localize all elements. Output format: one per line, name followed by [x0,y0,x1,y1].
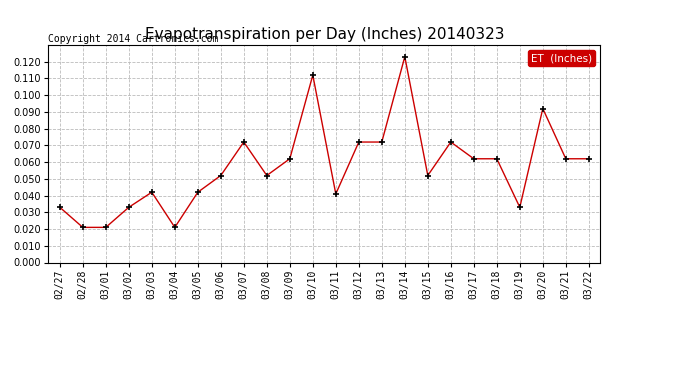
Legend: ET  (Inches): ET (Inches) [528,50,595,66]
Title: Evapotranspiration per Day (Inches) 20140323: Evapotranspiration per Day (Inches) 2014… [144,27,504,42]
Text: Copyright 2014 Cartronics.com: Copyright 2014 Cartronics.com [48,34,219,44]
